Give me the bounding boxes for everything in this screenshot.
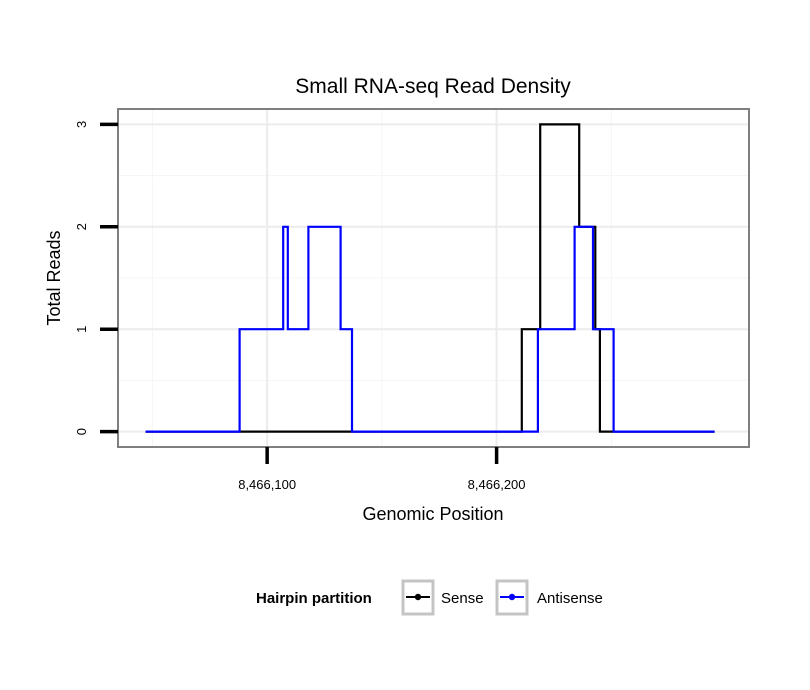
legend: Hairpin partition Sense Antisense bbox=[256, 579, 603, 616]
legend-label-sense: Sense bbox=[441, 590, 484, 607]
series-group bbox=[145, 123, 715, 433]
x-tick-label-0: 8,466,100 bbox=[238, 477, 296, 492]
legend-marker-sense bbox=[414, 593, 422, 601]
x-axis-label: Genomic Position bbox=[362, 504, 503, 524]
x-tick-label-1: 8,466,200 bbox=[468, 477, 526, 492]
axes: 8,466,100 8,466,200 0 1 2 3 bbox=[74, 121, 526, 492]
y-axis-label: Total Reads bbox=[44, 230, 64, 325]
y-tick-label-3: 3 bbox=[74, 121, 89, 128]
legend-marker-antisense bbox=[508, 593, 516, 601]
plot-panel-border bbox=[117, 108, 750, 448]
legend-title: Hairpin partition bbox=[256, 590, 372, 607]
y-tick-label-0: 0 bbox=[74, 428, 89, 435]
y-tick-label-1: 1 bbox=[74, 326, 89, 333]
chart-title: Small RNA-seq Read Density bbox=[295, 75, 571, 98]
series-line-antisense bbox=[145, 225, 715, 433]
grid bbox=[118, 109, 749, 447]
y-tick-label-2: 2 bbox=[74, 223, 89, 230]
legend-label-antisense: Antisense bbox=[537, 590, 603, 607]
series-line-sense bbox=[145, 123, 715, 433]
